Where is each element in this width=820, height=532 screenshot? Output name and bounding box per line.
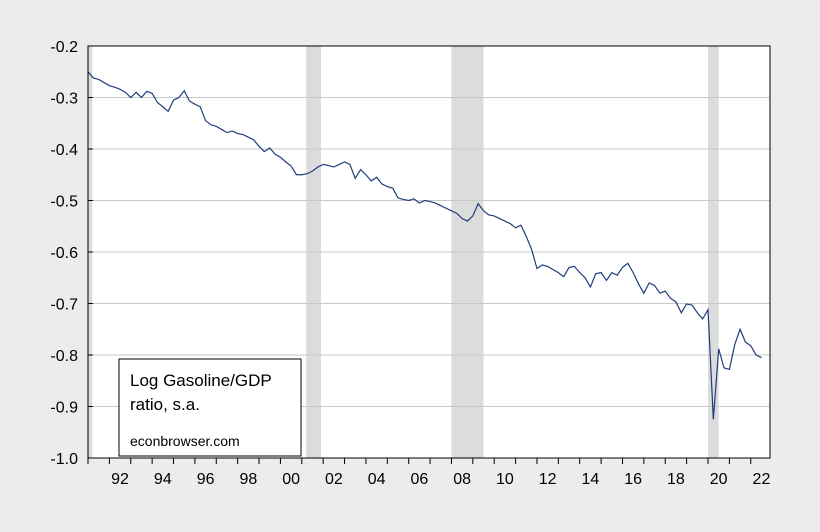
x-tick-label: 02: [325, 471, 343, 488]
x-tick-label: 00: [282, 471, 300, 488]
x-tick-label: 92: [111, 471, 129, 488]
y-tick-label: -1.0: [50, 451, 78, 468]
series-line-log-gasoline-gdp: [87, 71, 762, 420]
x-tick-label: 22: [753, 471, 771, 488]
y-tick-label: -0.6: [50, 245, 78, 262]
y-tick-label: -0.2: [50, 39, 78, 56]
y-tick-label: -0.8: [50, 348, 78, 365]
series-layer: [87, 71, 762, 420]
y-axis: -0.2 -0.3 -0.4 -0.5 -0.6 -0.7 -0.8 -0.9 -1.0: [50, 39, 93, 468]
annotation-source: econbrowser.com: [130, 433, 240, 449]
x-tick-label: 20: [710, 471, 728, 488]
x-tick-label: 16: [624, 471, 642, 488]
x-tick-label: 12: [539, 471, 557, 488]
x-tick-label: 18: [667, 471, 685, 488]
y-tick-label: -0.4: [50, 142, 78, 159]
annotation-line-1: Log Gasoline/GDP: [130, 371, 272, 390]
x-tick-label: 08: [453, 471, 471, 488]
x-tick-label: 98: [239, 471, 257, 488]
annotation-frame: [118, 358, 302, 457]
annotation-line-2: ratio, s.a.: [130, 395, 200, 414]
x-axis: 92 94 96 98 00 02 04 06 08 10 12 14 16 18 20 22: [87, 458, 771, 488]
x-tick-label: 14: [582, 471, 600, 488]
annotation-box: Log Gasoline/GDP ratio, s.a. econbrowser…: [118, 358, 302, 457]
x-tick-label: 10: [496, 471, 514, 488]
x-tick-label: 96: [197, 471, 215, 488]
x-tick-label: 04: [368, 471, 386, 488]
y-tick-label: -0.9: [50, 400, 78, 417]
x-tick-label: 94: [154, 471, 172, 488]
x-tick-label: 06: [410, 471, 428, 488]
y-tick-label: -0.7: [50, 297, 78, 314]
y-tick-label: -0.5: [50, 194, 78, 211]
y-tick-label: -0.3: [50, 91, 78, 108]
